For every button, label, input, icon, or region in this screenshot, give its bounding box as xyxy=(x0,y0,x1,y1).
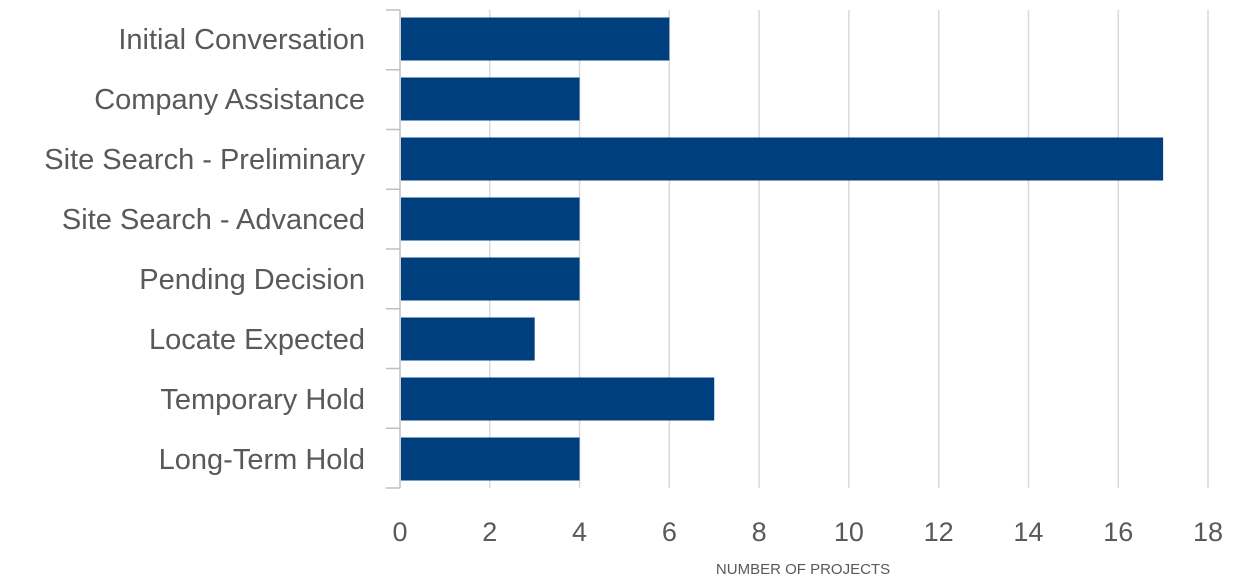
category-label-site-search-advanced: Site Search - Advanced xyxy=(62,204,365,236)
x-tick-labels: 0 2 4 6 8 10 12 14 16 18 xyxy=(392,517,1223,547)
bar-temporary-hold xyxy=(401,377,715,421)
category-label-site-search-preliminary: Site Search - Preliminary xyxy=(44,144,365,176)
x-tick-label-8: 8 xyxy=(752,517,767,547)
x-tick-label-2: 2 xyxy=(482,517,497,547)
x-axis-title: NUMBER OF PROJECTS xyxy=(716,561,890,578)
x-tick-label-14: 14 xyxy=(1013,517,1043,547)
bar-site-search-advanced xyxy=(401,197,580,241)
bar-pending-decision xyxy=(401,257,580,301)
x-tick-label-6: 6 xyxy=(662,517,677,547)
x-tick-label-16: 16 xyxy=(1103,517,1133,547)
x-tick-label-10: 10 xyxy=(834,517,864,547)
x-tick-label-12: 12 xyxy=(924,517,954,547)
category-label-long-term-hold: Long-Term Hold xyxy=(159,444,365,476)
bar-company-assistance xyxy=(401,77,580,121)
bar-initial-conversation xyxy=(401,17,670,61)
category-label-temporary-hold: Temporary Hold xyxy=(160,384,365,416)
x-tick-label-18: 18 xyxy=(1193,517,1223,547)
category-labels: Initial Conversation Company Assistance Si… xyxy=(44,24,365,476)
category-label-pending-decision: Pending Decision xyxy=(139,264,365,296)
bar-long-term-hold xyxy=(401,437,580,481)
category-axis xyxy=(386,9,401,489)
bars xyxy=(401,17,1164,481)
x-tick-label-0: 0 xyxy=(392,517,407,547)
bar-locate-expected xyxy=(401,317,535,361)
bar-site-search-preliminary xyxy=(401,137,1164,181)
category-label-initial-conversation: Initial Conversation xyxy=(118,24,365,56)
x-tick-label-4: 4 xyxy=(572,517,587,547)
category-label-locate-expected: Locate Expected xyxy=(149,324,365,356)
category-label-company-assistance: Company Assistance xyxy=(94,84,365,116)
